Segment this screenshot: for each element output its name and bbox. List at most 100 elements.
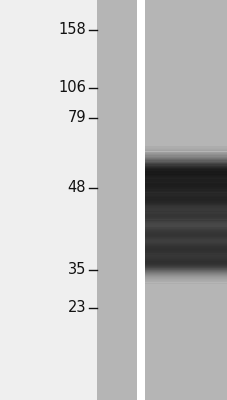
- Bar: [144, 154, 227, 155]
- Bar: [144, 269, 227, 270]
- Bar: [144, 169, 227, 170]
- Bar: [144, 196, 227, 198]
- Bar: [144, 148, 227, 149]
- Bar: [144, 266, 227, 267]
- Bar: [144, 243, 227, 244]
- Bar: [144, 202, 227, 203]
- Bar: [144, 187, 227, 188]
- Bar: [144, 190, 227, 191]
- Bar: [144, 180, 227, 181]
- Bar: [144, 164, 227, 165]
- Bar: [144, 196, 227, 197]
- Bar: [144, 236, 227, 237]
- Bar: [144, 201, 227, 202]
- Bar: [144, 235, 227, 236]
- Bar: [144, 233, 227, 234]
- Bar: [144, 190, 227, 191]
- Bar: [144, 201, 227, 202]
- Bar: [144, 146, 227, 148]
- Bar: [144, 236, 227, 237]
- Bar: [144, 228, 227, 229]
- Bar: [144, 184, 227, 185]
- Bar: [144, 251, 227, 252]
- Bar: [144, 168, 227, 170]
- Bar: [144, 247, 227, 248]
- Bar: [144, 249, 227, 250]
- Text: 158: 158: [58, 22, 86, 38]
- Bar: [144, 223, 227, 224]
- Bar: [144, 275, 227, 276]
- Bar: [144, 237, 227, 238]
- Bar: [144, 202, 227, 203]
- Bar: [144, 266, 227, 268]
- Bar: [144, 262, 227, 263]
- Bar: [144, 208, 227, 209]
- Bar: [144, 230, 227, 232]
- Bar: [144, 207, 227, 208]
- Bar: [144, 180, 227, 181]
- Bar: [144, 203, 227, 204]
- Bar: [144, 192, 227, 193]
- Bar: [144, 174, 227, 176]
- Bar: [144, 209, 227, 210]
- Bar: [144, 260, 227, 261]
- Bar: [144, 208, 227, 209]
- Bar: [144, 271, 227, 272]
- Bar: [144, 259, 227, 260]
- Bar: [144, 243, 227, 244]
- Bar: [144, 277, 227, 278]
- Bar: [144, 218, 227, 220]
- Bar: [144, 211, 227, 212]
- Bar: [144, 177, 227, 178]
- Bar: [144, 249, 227, 250]
- Bar: [144, 198, 227, 199]
- Bar: [144, 211, 227, 212]
- Bar: [144, 182, 227, 184]
- Bar: [144, 228, 227, 230]
- Bar: [144, 252, 227, 253]
- Bar: [144, 215, 227, 216]
- Bar: [144, 166, 227, 168]
- Bar: [144, 163, 227, 164]
- Bar: [144, 238, 227, 239]
- Bar: [144, 191, 227, 192]
- Bar: [144, 168, 227, 169]
- Bar: [144, 194, 227, 195]
- Bar: [144, 252, 227, 254]
- Bar: [144, 187, 227, 188]
- Bar: [144, 200, 227, 201]
- Bar: [144, 214, 227, 216]
- Bar: [144, 261, 227, 262]
- Bar: [144, 250, 227, 252]
- Bar: [144, 188, 227, 189]
- Bar: [144, 157, 227, 158]
- Bar: [144, 216, 227, 218]
- Bar: [144, 194, 227, 195]
- Bar: [144, 259, 227, 260]
- Bar: [144, 186, 227, 187]
- Bar: [144, 204, 227, 206]
- Bar: [144, 253, 227, 254]
- Bar: [144, 222, 227, 223]
- Bar: [144, 173, 227, 174]
- Bar: [144, 216, 227, 218]
- Bar: [144, 215, 227, 216]
- Bar: [144, 237, 227, 238]
- Bar: [144, 258, 227, 259]
- Text: 106: 106: [58, 80, 86, 96]
- Bar: [144, 150, 227, 152]
- Bar: [144, 251, 227, 252]
- Bar: [144, 239, 227, 240]
- Bar: [96, 0, 136, 400]
- Bar: [144, 203, 227, 204]
- Bar: [144, 194, 227, 195]
- Bar: [144, 238, 227, 239]
- Bar: [144, 224, 227, 225]
- Bar: [144, 276, 227, 277]
- Bar: [144, 244, 227, 246]
- Bar: [144, 282, 227, 284]
- Bar: [144, 149, 227, 150]
- Bar: [144, 199, 227, 200]
- Bar: [144, 158, 227, 159]
- Bar: [144, 228, 227, 229]
